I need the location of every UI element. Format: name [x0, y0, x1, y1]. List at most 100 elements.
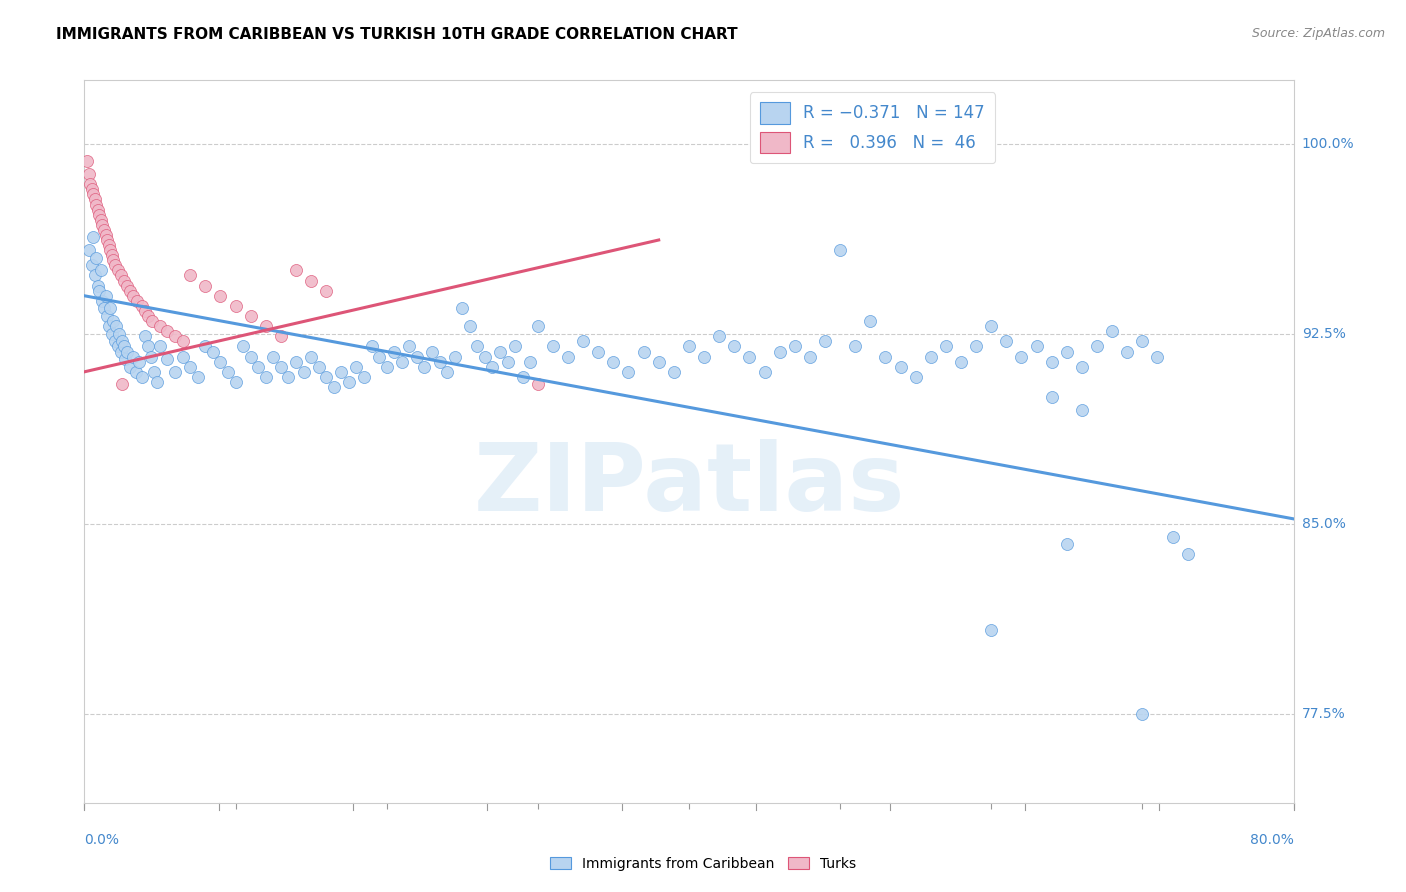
Point — [142, 365, 165, 379]
Point — [194, 278, 217, 293]
Point — [1040, 354, 1063, 368]
Text: 85.0%: 85.0% — [1302, 517, 1346, 531]
Point — [890, 359, 912, 374]
Point — [107, 339, 129, 353]
Point — [165, 365, 187, 379]
Point — [239, 309, 262, 323]
Text: 80.0%: 80.0% — [1250, 833, 1294, 847]
Point — [77, 167, 100, 181]
Point — [90, 212, 112, 227]
Point — [270, 359, 292, 374]
Point — [662, 365, 685, 379]
Point — [139, 350, 162, 364]
Point — [101, 314, 124, 328]
Point — [134, 304, 156, 318]
Point — [588, 344, 610, 359]
Point — [337, 375, 360, 389]
Point — [127, 293, 149, 308]
Point — [723, 339, 745, 353]
Point — [172, 350, 194, 364]
Point — [82, 187, 104, 202]
Point — [451, 301, 474, 316]
Point — [112, 274, 135, 288]
Point — [232, 339, 254, 353]
Point — [299, 274, 322, 288]
Point — [1146, 350, 1168, 364]
Point — [84, 268, 107, 283]
Point — [100, 248, 122, 262]
Point — [308, 359, 330, 374]
Point — [114, 352, 136, 367]
Point — [1056, 344, 1078, 359]
Point — [97, 238, 120, 252]
Point — [1177, 547, 1199, 561]
Point — [1116, 344, 1139, 359]
Point — [1130, 707, 1153, 722]
Point — [209, 354, 232, 368]
Point — [84, 193, 107, 207]
Point — [91, 218, 114, 232]
Point — [112, 339, 135, 353]
Point — [118, 359, 141, 374]
Point — [247, 359, 270, 374]
Point — [179, 268, 201, 283]
Point — [141, 314, 163, 328]
Point — [859, 314, 882, 328]
Point — [98, 301, 121, 316]
Point — [292, 365, 315, 379]
Point — [489, 344, 512, 359]
Point — [149, 339, 172, 353]
Point — [541, 339, 564, 353]
Point — [315, 284, 337, 298]
Point — [134, 329, 156, 343]
Point — [693, 350, 716, 364]
Point — [89, 284, 111, 298]
Point — [783, 339, 806, 353]
Point — [830, 243, 852, 257]
Legend: R = −0.371   N = 147, R =   0.396   N =  46: R = −0.371 N = 147, R = 0.396 N = 46 — [749, 92, 995, 163]
Point — [844, 339, 866, 353]
Point — [935, 339, 957, 353]
Point — [458, 319, 481, 334]
Point — [93, 223, 115, 237]
Point — [86, 197, 108, 211]
Point — [413, 359, 436, 374]
Point — [262, 350, 284, 364]
Text: 92.5%: 92.5% — [1302, 326, 1346, 341]
Point — [270, 329, 292, 343]
Point — [217, 365, 239, 379]
Point — [136, 339, 159, 353]
Point — [285, 354, 308, 368]
Text: 0.0%: 0.0% — [84, 833, 120, 847]
Point — [572, 334, 595, 349]
Point — [90, 263, 112, 277]
Point — [87, 202, 110, 217]
Point — [121, 350, 143, 364]
Point — [80, 258, 103, 272]
Point — [527, 377, 550, 392]
Point — [96, 233, 118, 247]
Point — [79, 178, 101, 192]
Point — [353, 370, 375, 384]
Point — [93, 301, 115, 316]
Point — [94, 227, 117, 242]
Point — [754, 365, 776, 379]
Point — [429, 354, 451, 368]
Point — [1025, 339, 1047, 353]
Point — [87, 278, 110, 293]
Text: Source: ZipAtlas.com: Source: ZipAtlas.com — [1251, 27, 1385, 40]
Point — [156, 324, 179, 338]
Point — [1056, 537, 1078, 551]
Point — [980, 624, 1002, 638]
Point — [814, 334, 837, 349]
Point — [156, 352, 179, 367]
Point — [1085, 339, 1108, 353]
Point — [115, 278, 138, 293]
Text: ZIPatlas: ZIPatlas — [474, 439, 904, 531]
Point — [285, 263, 308, 277]
Point — [1101, 324, 1123, 338]
Point — [904, 370, 927, 384]
Point — [104, 334, 127, 349]
Point — [980, 319, 1002, 334]
Point — [1161, 530, 1184, 544]
